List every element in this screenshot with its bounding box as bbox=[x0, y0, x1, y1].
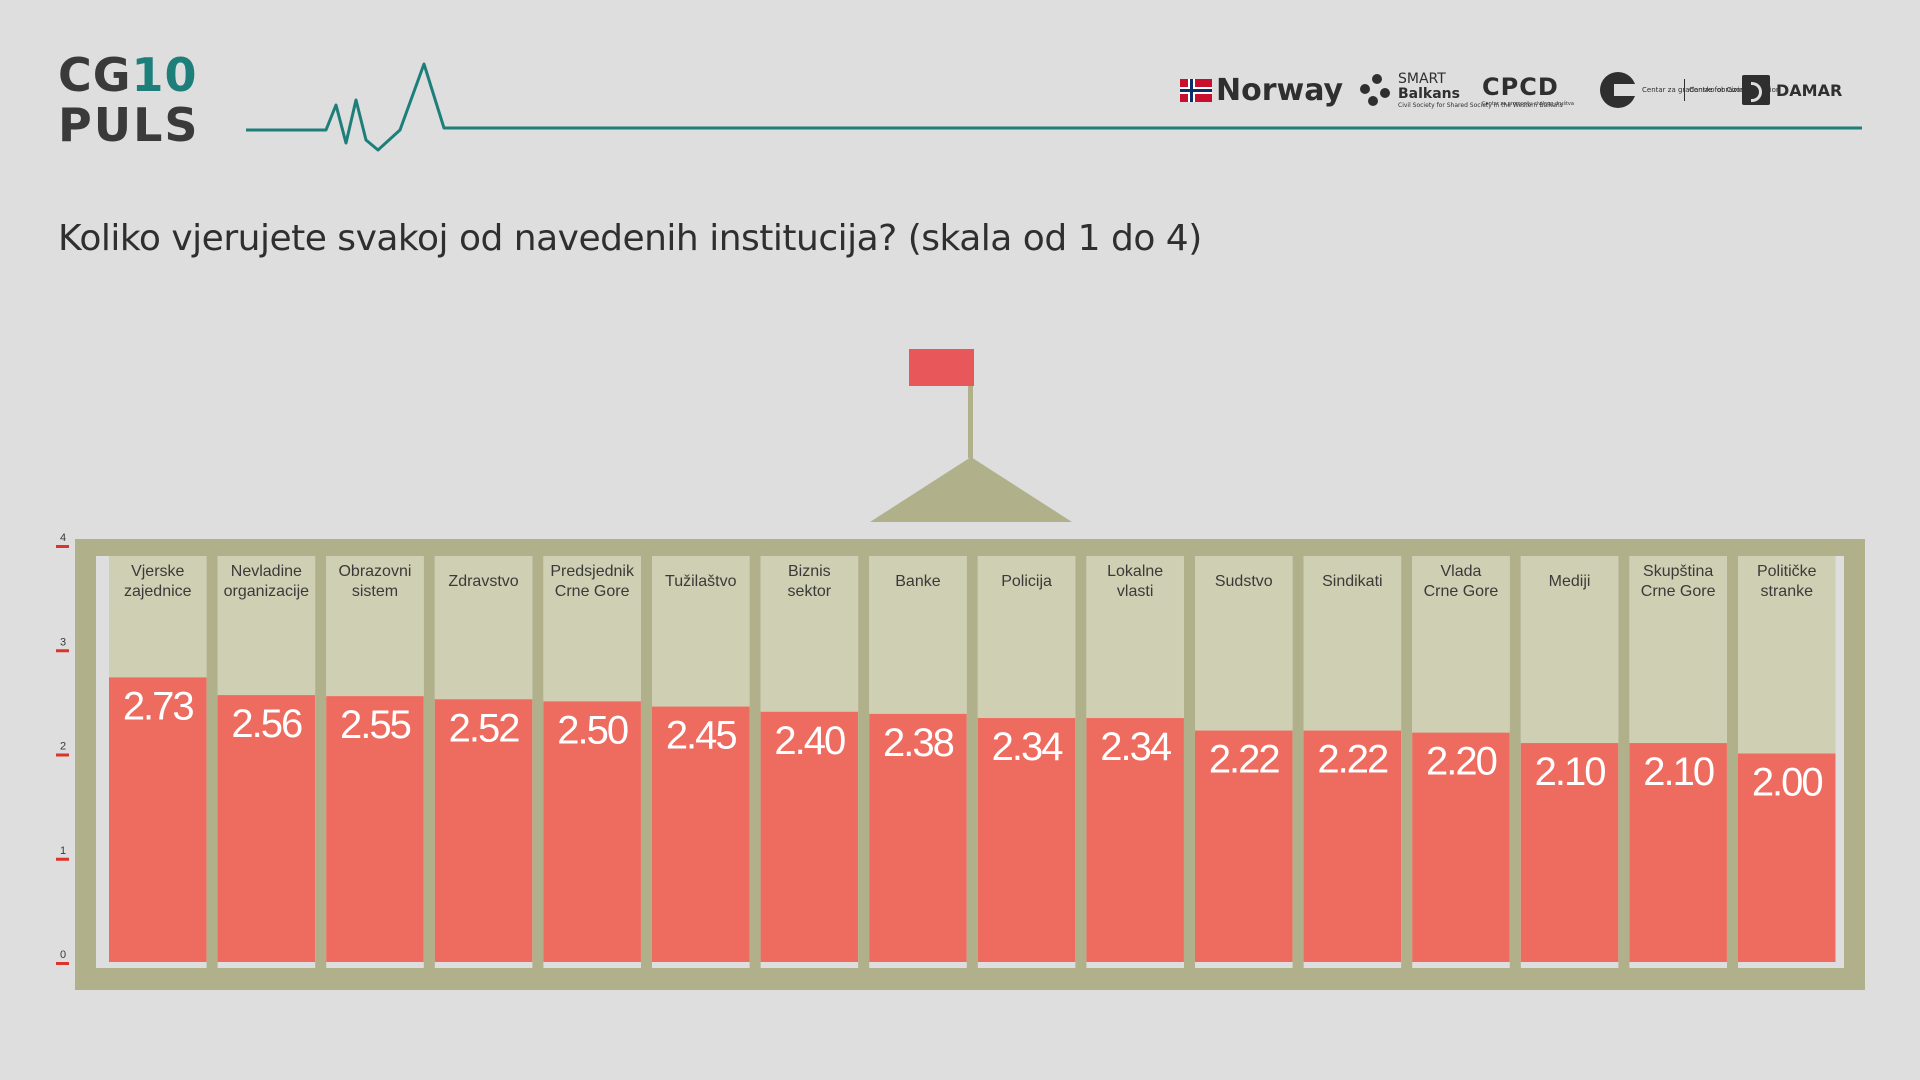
y-tick-mark bbox=[56, 753, 69, 757]
category-label: Tužilaštvo bbox=[665, 573, 737, 590]
bar bbox=[1412, 732, 1510, 962]
category-label: Lokalne vlasti bbox=[1107, 563, 1163, 600]
bar-value-label: 2.34 bbox=[1100, 725, 1172, 769]
bar-value-label: 2.34 bbox=[992, 725, 1064, 769]
category-label: Zdravstvo bbox=[448, 573, 518, 590]
y-tick-label: 4 bbox=[60, 532, 66, 544]
y-tick-label: 3 bbox=[60, 636, 66, 648]
norway-logo: Norway bbox=[1180, 70, 1343, 110]
frame-divider bbox=[315, 556, 327, 968]
y-tick-mark bbox=[56, 857, 69, 861]
frame-divider bbox=[1509, 556, 1521, 968]
frame-top-beam bbox=[75, 539, 1865, 556]
bar bbox=[217, 695, 316, 962]
y-tick-mark bbox=[56, 649, 69, 653]
smart-balkans-logo: SMART Balkans Civil Society for Shared S… bbox=[1360, 70, 1563, 110]
bar bbox=[1195, 730, 1293, 962]
bar bbox=[760, 711, 859, 962]
bar-value-label: 2.38 bbox=[883, 721, 954, 765]
bar bbox=[326, 696, 424, 962]
bar-value-label: 2.00 bbox=[1752, 761, 1823, 805]
category-label: Biznis sektor bbox=[788, 563, 832, 600]
partner-logos: Norway SMART Balkans Civil Society for S… bbox=[1180, 70, 1860, 110]
frame-divider bbox=[1618, 556, 1630, 968]
y-tick-mark bbox=[56, 962, 69, 965]
y-tick-label: 2 bbox=[60, 741, 66, 753]
frame-divider bbox=[532, 556, 544, 968]
logo-number: 10 bbox=[131, 48, 198, 102]
frame-divider bbox=[1727, 556, 1738, 968]
bar bbox=[1520, 743, 1619, 962]
bar-value-label: 2.73 bbox=[123, 684, 194, 728]
y-tick-mark bbox=[56, 545, 69, 548]
bar bbox=[543, 701, 641, 962]
category-label: Vlada Crne Gore bbox=[1424, 563, 1499, 600]
frame-divider bbox=[1292, 556, 1304, 968]
bar-value-label: 2.10 bbox=[1535, 750, 1606, 794]
frame-divider bbox=[206, 556, 218, 968]
bar bbox=[977, 718, 1076, 962]
frame-left-post bbox=[75, 539, 96, 982]
frame-right-post bbox=[1844, 539, 1865, 982]
category-label: Nevladine organizacije bbox=[224, 563, 309, 600]
bar bbox=[869, 713, 967, 962]
category-label: Političke stranke bbox=[1757, 563, 1817, 600]
bar-value-label: 2.56 bbox=[231, 702, 302, 746]
category-label: Predsjednik Crne Gore bbox=[550, 563, 635, 600]
category-label: Sindikati bbox=[1322, 573, 1382, 590]
bar-value-label: 2.10 bbox=[1643, 750, 1714, 794]
norway-flag-icon bbox=[1180, 78, 1212, 102]
flag-icon bbox=[909, 349, 974, 386]
cpcd-logo: CPCD Centar za promociju civilnog društv… bbox=[1482, 73, 1574, 107]
frame-base bbox=[75, 968, 1865, 990]
y-tick-label: 1 bbox=[60, 845, 66, 857]
y-tick-label: 0 bbox=[60, 949, 66, 961]
bar-value-label: 2.50 bbox=[557, 708, 628, 752]
bar-value-label: 2.40 bbox=[774, 719, 845, 763]
logo-puls: PULS bbox=[58, 98, 200, 152]
cgo-icon bbox=[1600, 72, 1636, 108]
logo-cg: CG bbox=[58, 48, 132, 102]
chart-title: Koliko vjerujete svakoj od navedenih ins… bbox=[58, 218, 1202, 259]
damar-logo: DAMAR bbox=[1742, 70, 1842, 110]
category-label: Vjerske zajednice bbox=[124, 563, 192, 600]
bar-value-label: 2.22 bbox=[1317, 738, 1388, 782]
bar bbox=[1086, 718, 1184, 962]
category-label: Obrazovni sistem bbox=[338, 563, 411, 600]
bar bbox=[434, 699, 533, 962]
damar-icon bbox=[1742, 75, 1770, 105]
frame-divider bbox=[423, 556, 435, 968]
frame-divider bbox=[1401, 556, 1413, 968]
bar bbox=[109, 677, 207, 962]
smart-balkans-icon bbox=[1360, 74, 1392, 106]
frame-divider bbox=[749, 556, 761, 968]
bar-value-label: 2.45 bbox=[666, 714, 737, 758]
bar-value-label: 2.22 bbox=[1209, 738, 1280, 782]
bar bbox=[1738, 753, 1836, 962]
frame-divider bbox=[1075, 556, 1087, 968]
bar bbox=[652, 706, 750, 962]
category-label: Policija bbox=[1001, 573, 1052, 590]
bar bbox=[1629, 743, 1727, 962]
category-label: Mediji bbox=[1549, 573, 1591, 590]
roof bbox=[870, 457, 1072, 522]
category-label: Sudstvo bbox=[1215, 573, 1273, 590]
frame-divider bbox=[1184, 556, 1195, 968]
category-label: Skupština Crne Gore bbox=[1641, 563, 1716, 600]
cg10-puls-logo: CG10 PULS bbox=[58, 52, 200, 148]
bar-value-label: 2.52 bbox=[449, 706, 520, 750]
category-label: Banke bbox=[895, 573, 940, 590]
flag-pole bbox=[968, 380, 973, 458]
bar-value-label: 2.20 bbox=[1426, 740, 1497, 784]
frame-divider bbox=[858, 556, 870, 968]
pulse-line bbox=[246, 62, 1862, 152]
frame-divider bbox=[966, 556, 978, 968]
frame-divider bbox=[641, 556, 652, 968]
bar bbox=[1303, 730, 1402, 962]
bar-value-label: 2.55 bbox=[340, 703, 411, 747]
